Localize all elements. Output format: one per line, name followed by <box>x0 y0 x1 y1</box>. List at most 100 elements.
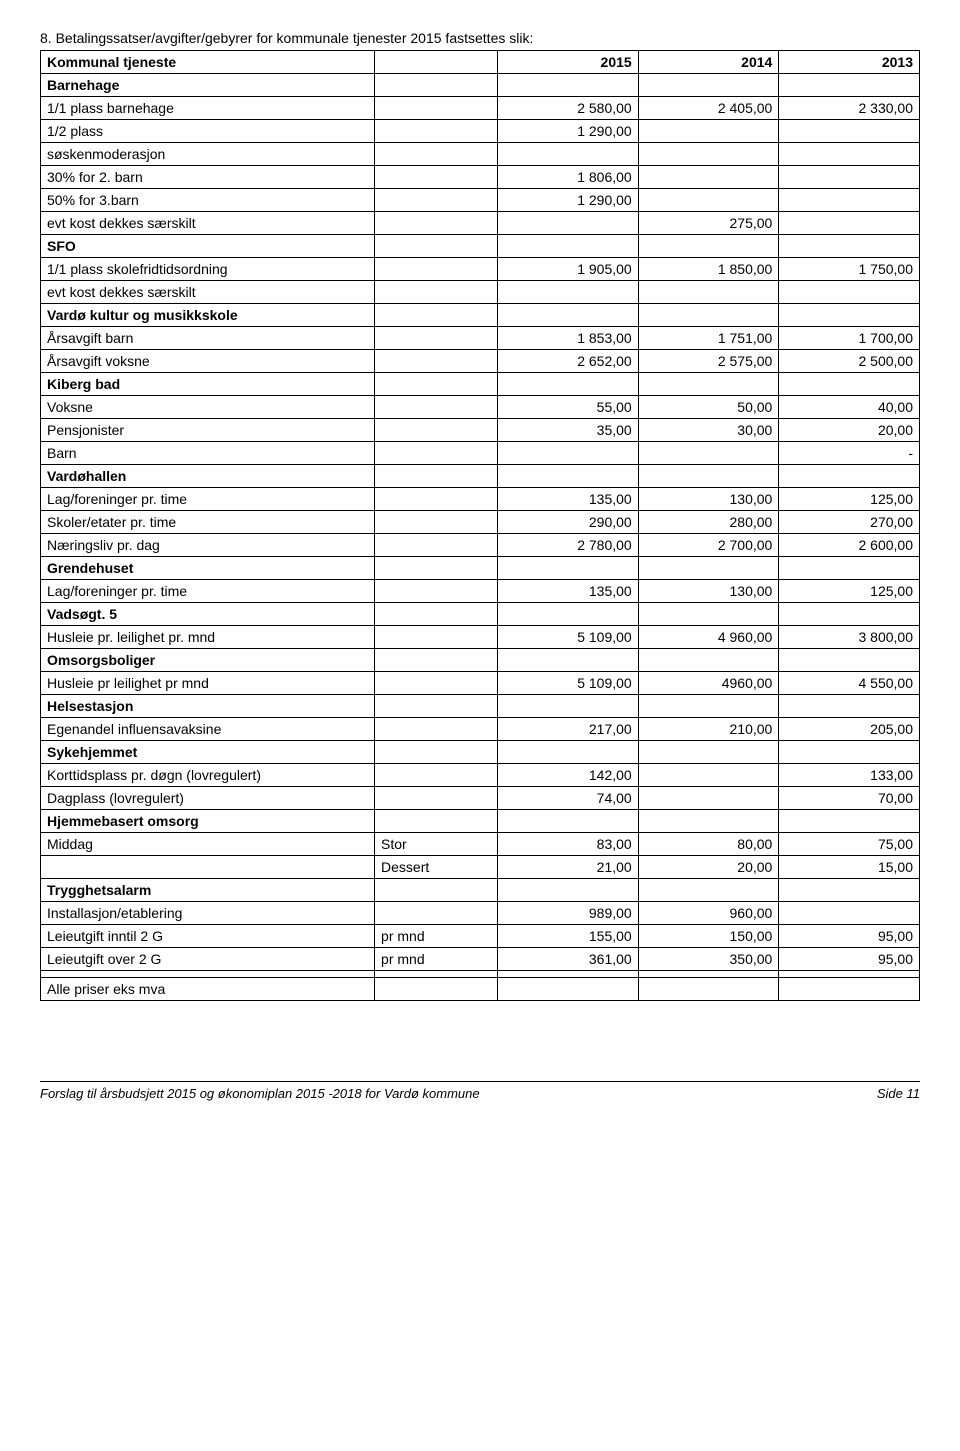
table-row: Dessert21,0020,0015,00 <box>41 856 920 879</box>
table-cell: 2 330,00 <box>779 97 920 120</box>
table-cell <box>498 304 639 327</box>
table-cell <box>375 304 498 327</box>
table-cell: 1/1 plass skolefridtidsordning <box>41 258 375 281</box>
table-cell: 130,00 <box>638 580 779 603</box>
table-cell <box>375 718 498 741</box>
table-cell: 3 800,00 <box>779 626 920 649</box>
table-cell: 150,00 <box>638 925 779 948</box>
table-cell <box>779 902 920 925</box>
table-cell: Lag/foreninger pr. time <box>41 580 375 603</box>
table-cell: 1 290,00 <box>498 120 639 143</box>
table-cell: Pensjonister <box>41 419 375 442</box>
table-row: Grendehuset <box>41 557 920 580</box>
table-cell <box>498 695 639 718</box>
table-cell <box>779 143 920 166</box>
table-row: evt kost dekkes særskilt <box>41 281 920 304</box>
table-cell <box>375 166 498 189</box>
table-cell <box>41 971 375 978</box>
table-cell: 270,00 <box>779 511 920 534</box>
table-cell: Dessert <box>375 856 498 879</box>
table-row: 1/2 plass1 290,00 <box>41 120 920 143</box>
table-cell: 290,00 <box>498 511 639 534</box>
table-cell: 205,00 <box>779 718 920 741</box>
table-row: Leieutgift over 2 Gpr mnd361,00350,0095,… <box>41 948 920 971</box>
table-cell <box>638 810 779 833</box>
table-cell: Barn <box>41 442 375 465</box>
footer-right-text: Side 11 <box>877 1086 920 1101</box>
table-cell <box>779 120 920 143</box>
table-row: Leieutgift inntil 2 Gpr mnd155,00150,009… <box>41 925 920 948</box>
table-cell: pr mnd <box>375 948 498 971</box>
table-cell: 30,00 <box>638 419 779 442</box>
table-cell: 989,00 <box>498 902 639 925</box>
table-cell <box>498 603 639 626</box>
table-cell <box>41 856 375 879</box>
table-row: Næringsliv pr. dag2 780,002 700,002 600,… <box>41 534 920 557</box>
table-row: Egenandel influensavaksine217,00210,0020… <box>41 718 920 741</box>
table-cell: 75,00 <box>779 833 920 856</box>
table-cell: Hjemmebasert omsorg <box>41 810 375 833</box>
table-cell <box>498 212 639 235</box>
table-cell: 95,00 <box>779 948 920 971</box>
table-row: MiddagStor83,0080,0075,00 <box>41 833 920 856</box>
table-cell <box>375 212 498 235</box>
table-cell <box>779 212 920 235</box>
table-cell: 960,00 <box>638 902 779 925</box>
table-row: Omsorgsboliger <box>41 649 920 672</box>
table-cell <box>375 534 498 557</box>
table-cell <box>498 971 639 978</box>
table-cell <box>375 465 498 488</box>
table-cell: 55,00 <box>498 396 639 419</box>
table-cell: 2 405,00 <box>638 97 779 120</box>
table-row: Trygghetsalarm <box>41 879 920 902</box>
table-row: 1/1 plass skolefridtidsordning 1 905,001 … <box>41 258 920 281</box>
table-cell <box>375 143 498 166</box>
table-row: Pensjonister35,0030,0020,00 <box>41 419 920 442</box>
table-cell: 133,00 <box>779 764 920 787</box>
table-cell <box>375 978 498 1001</box>
table-cell: - <box>779 442 920 465</box>
table-cell: 74,00 <box>498 787 639 810</box>
table-cell: Korttidsplass pr. døgn (lovregulert) <box>41 764 375 787</box>
table-cell <box>779 557 920 580</box>
table-cell <box>638 120 779 143</box>
table-cell: Helsestasjon <box>41 695 375 718</box>
table-cell <box>638 978 779 1001</box>
table-cell: evt kost dekkes særskilt <box>41 281 375 304</box>
table-cell: 1 905,00 <box>498 258 639 281</box>
table-cell <box>375 695 498 718</box>
table-cell <box>779 166 920 189</box>
table-cell <box>375 787 498 810</box>
table-cell: 40,00 <box>779 396 920 419</box>
table-cell <box>779 189 920 212</box>
table-cell <box>375 281 498 304</box>
footer-left-text: Forslag til årsbudsjett 2015 og økonomip… <box>40 1086 480 1101</box>
table-cell <box>638 166 779 189</box>
table-cell <box>375 580 498 603</box>
table-cell <box>375 557 498 580</box>
table-row: Lag/foreninger pr. time135,00130,00125,0… <box>41 488 920 511</box>
table-cell <box>498 557 639 580</box>
table-cell <box>375 810 498 833</box>
table-cell: Alle priser eks mva <box>41 978 375 1001</box>
table-cell: Grendehuset <box>41 557 375 580</box>
table-header-cell: Kommunal tjeneste <box>41 51 375 74</box>
table-cell: 80,00 <box>638 833 779 856</box>
table-cell: 210,00 <box>638 718 779 741</box>
table-cell <box>375 672 498 695</box>
table-cell: 20,00 <box>638 856 779 879</box>
table-cell: Leieutgift inntil 2 G <box>41 925 375 948</box>
table-cell: Årsavgift voksne <box>41 350 375 373</box>
table-cell <box>638 281 779 304</box>
table-row: SFO <box>41 235 920 258</box>
table-row: Lag/foreninger pr. time135,00130,00125,0… <box>41 580 920 603</box>
table-cell: Installasjon/etablering <box>41 902 375 925</box>
table-cell: 125,00 <box>779 488 920 511</box>
table-cell <box>498 879 639 902</box>
table-cell: 1 850,00 <box>638 258 779 281</box>
table-cell: Middag <box>41 833 375 856</box>
table-row: Husleie pr. leilighet pr. mnd5 109,004 9… <box>41 626 920 649</box>
table-cell: 2 652,00 <box>498 350 639 373</box>
table-cell: 217,00 <box>498 718 639 741</box>
table-header-cell: 2013 <box>779 51 920 74</box>
